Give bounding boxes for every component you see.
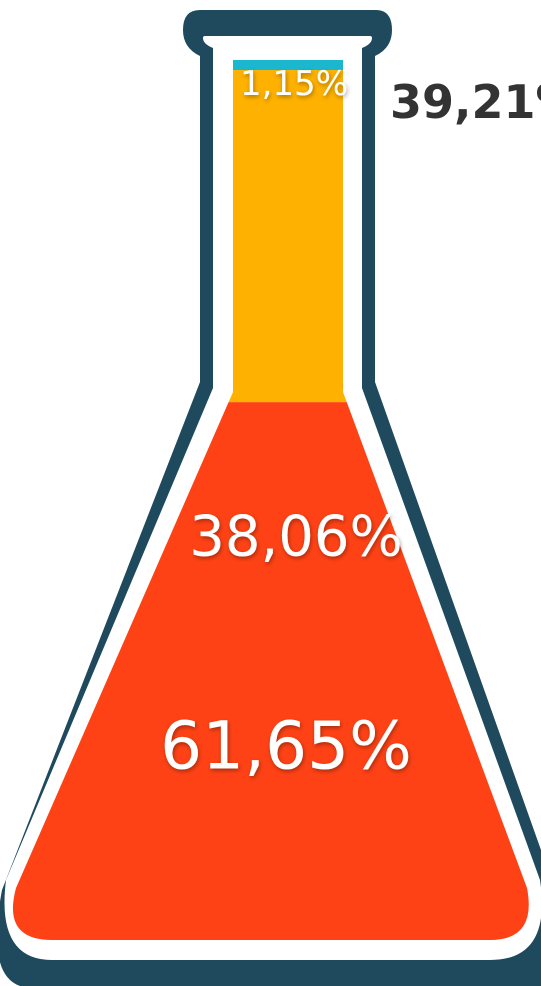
segment-label-2: 38,06% bbox=[189, 505, 403, 570]
segments-layer bbox=[12, 60, 529, 940]
outside-label: 39,21% bbox=[390, 75, 541, 129]
labels-layer: 61,65% 38,06% 1,15% bbox=[160, 64, 412, 785]
segment-label-1: 61,65% bbox=[160, 708, 412, 785]
flask-segment-3 bbox=[12, 60, 529, 71]
segment-label-3: 1,15% bbox=[240, 64, 348, 104]
